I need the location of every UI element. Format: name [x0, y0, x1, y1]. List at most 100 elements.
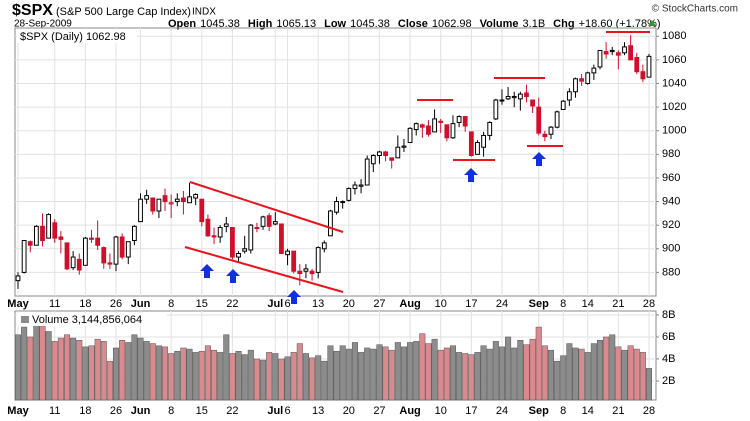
candle-body	[162, 195, 168, 203]
quote: Open 1045.38 High 1065.13 Low 1045.38 Close 106…	[168, 18, 661, 30]
candle-body	[591, 67, 597, 74]
quote-value: 1045.38	[200, 18, 240, 30]
quote-label: High	[248, 18, 273, 30]
annotations	[184, 31, 650, 304]
candle-body	[407, 127, 413, 144]
candle-body	[156, 198, 162, 212]
candle-body	[248, 224, 254, 251]
x-tick-label: 17	[465, 405, 477, 417]
volume-bar	[511, 347, 518, 401]
x-tick-label: 13	[312, 405, 324, 417]
candle-body	[487, 121, 493, 136]
candle-body	[377, 151, 382, 157]
volume-bar	[131, 334, 138, 401]
volume-bar	[137, 337, 144, 401]
x-tick-label: 22	[226, 298, 238, 310]
candle-body	[21, 240, 27, 273]
volume-bar	[407, 342, 414, 401]
y-tick-label: 920	[662, 219, 680, 231]
y-tick-label: 960	[662, 172, 680, 184]
candle-body	[511, 95, 517, 99]
quote-value: 3.1B	[523, 18, 546, 30]
x-tick-label: 28	[643, 298, 655, 310]
volume-bar	[603, 336, 610, 401]
candle-body	[456, 116, 462, 123]
candle-body	[573, 78, 578, 93]
volume-bar	[204, 345, 211, 401]
candle-body	[634, 57, 640, 73]
volume-bar	[498, 346, 505, 401]
volume-bar	[168, 353, 175, 401]
volume-bar	[394, 342, 401, 401]
candle-body	[125, 241, 131, 258]
volume-bar	[339, 345, 346, 401]
volume-legend: Volume 3,144,856,064	[32, 314, 142, 326]
candle-body	[579, 78, 585, 82]
y-tick-label: 1000	[662, 125, 686, 137]
volume-bar	[560, 355, 567, 401]
volume-bar	[645, 368, 653, 401]
candle-body	[181, 197, 186, 203]
candle-body	[285, 250, 290, 256]
candle-body	[603, 51, 609, 55]
quote-label: Close	[398, 18, 428, 30]
volume-bar	[413, 341, 420, 401]
volume-bar	[266, 352, 273, 401]
volume-bar	[554, 360, 561, 401]
volume-bar	[345, 348, 352, 401]
volume-bar	[431, 338, 438, 401]
volume-bar	[174, 351, 181, 401]
candle-body	[27, 241, 33, 246]
volume-bar	[235, 351, 242, 401]
candle-body	[548, 126, 554, 135]
x-tick-label: 8	[168, 298, 174, 310]
volume-bar	[57, 337, 64, 401]
candle-body	[52, 222, 58, 239]
volume-bar	[253, 358, 260, 401]
volume-bar	[529, 338, 536, 401]
volume-bar	[327, 345, 334, 401]
candle-body	[236, 252, 241, 258]
candle-body	[131, 225, 137, 242]
x-tick-label: 18	[79, 405, 91, 417]
volume-bar	[572, 347, 579, 401]
legend-swatch	[21, 316, 29, 323]
volume-bar	[596, 340, 603, 401]
volume-bar	[474, 352, 481, 401]
volume-bar	[88, 345, 95, 401]
x-tick-label: 21	[612, 298, 624, 310]
candle-body	[291, 250, 297, 272]
volume-bar	[443, 347, 450, 401]
quote-value: 1062.98	[432, 18, 472, 30]
volume-bar	[223, 334, 230, 401]
candle-body	[499, 99, 505, 102]
candle-body	[15, 275, 21, 282]
y-tick-label: 1080	[662, 30, 686, 42]
y-tick-label: 940	[662, 195, 680, 207]
price-panel	[14, 27, 657, 297]
volume-bar	[523, 344, 530, 401]
y-tick-label: 8B	[662, 309, 675, 321]
candle-body	[505, 95, 511, 100]
volume-bar	[615, 346, 622, 401]
arrow	[287, 290, 301, 304]
x-tick-label: Jul	[267, 298, 283, 310]
x-tick-label: Aug	[399, 405, 420, 417]
quote-value: 1065.13	[276, 18, 316, 30]
candle-body	[383, 151, 388, 157]
volume-bar	[186, 348, 193, 401]
x-tick-label: Jun	[131, 405, 151, 417]
volume-bar	[180, 347, 187, 401]
candle-body	[64, 242, 70, 270]
arrow	[532, 152, 546, 166]
candle-body	[76, 258, 82, 271]
volume-bar	[290, 352, 297, 401]
x-tick-label: 8	[560, 298, 566, 310]
y-tick-label: 4B	[662, 353, 675, 365]
candle-body	[419, 124, 425, 128]
volume-bar	[70, 337, 77, 401]
volume-bar	[590, 343, 597, 401]
x-tick-label: 11	[49, 405, 60, 417]
volume-bar	[609, 334, 616, 401]
x-tick-label: 26	[110, 298, 122, 310]
